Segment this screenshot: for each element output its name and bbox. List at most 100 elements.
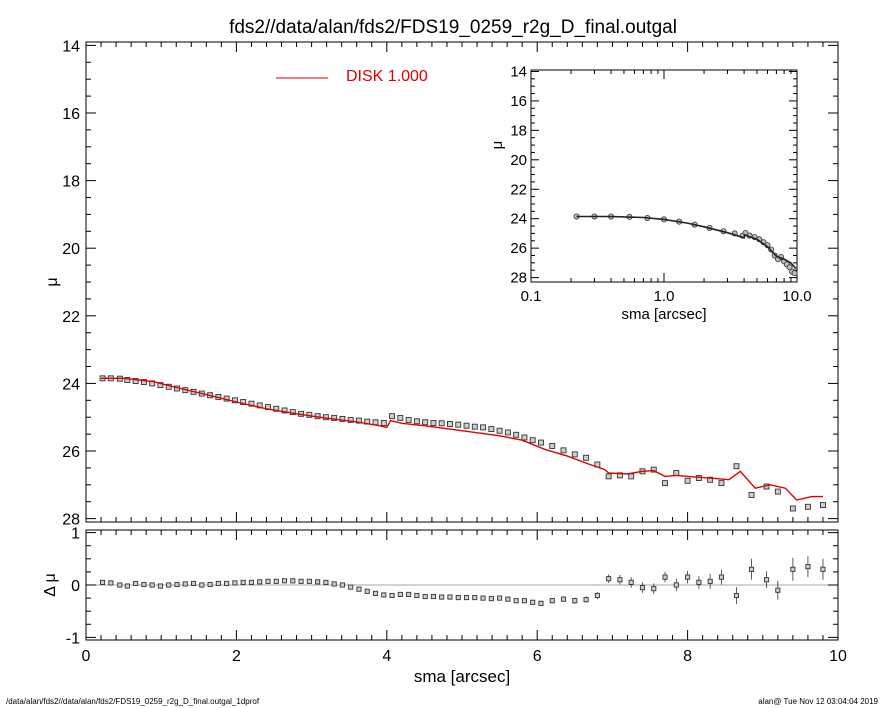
residual-data-point	[617, 577, 623, 583]
residual-data-point	[157, 583, 163, 589]
residual-data-point	[764, 577, 770, 583]
residual-data-point	[397, 591, 403, 597]
main-data-point	[405, 416, 412, 423]
inset-x-tick-label: 0.1	[521, 288, 542, 305]
residual-data-point	[775, 587, 781, 593]
inset-y-tick-label: 16	[510, 93, 527, 110]
residual-data-point	[248, 579, 254, 585]
main-y-tick-label: 26	[62, 444, 80, 461]
main-data-point	[273, 405, 280, 412]
residual-data-point	[820, 566, 826, 572]
residual-data-point	[707, 578, 713, 584]
residual-data-point	[805, 564, 811, 570]
main-data-point	[372, 419, 379, 426]
main-data-point	[774, 488, 781, 495]
main-data-point	[504, 429, 511, 436]
residual-data-point	[141, 581, 147, 588]
main-data-point	[140, 379, 147, 386]
inset-y-tick-label: 18	[510, 122, 527, 139]
main-data-point	[538, 439, 544, 446]
main-data-point	[413, 418, 420, 425]
residual-data-point	[748, 566, 755, 572]
residual-data-point	[497, 595, 503, 601]
main-data-point	[583, 454, 590, 461]
residual-x-axis-label: sma [arcsec]	[414, 667, 510, 686]
inset-y-tick-label: 24	[510, 211, 527, 228]
residual-data-point	[447, 594, 453, 600]
residual-data-point	[166, 582, 172, 588]
inset-x-tick-label: 1.0	[654, 288, 675, 305]
main-y-tick-label: 14	[62, 38, 80, 55]
inset-background	[496, 60, 814, 334]
inset-y-tick-label: 22	[510, 181, 527, 198]
residual-data-point	[594, 592, 600, 599]
residual-data-point	[673, 582, 679, 588]
main-data-point	[281, 407, 288, 414]
residual-data-point	[290, 578, 296, 584]
residual-data-point	[182, 581, 188, 587]
main-data-point	[480, 424, 487, 431]
residual-data-point	[480, 595, 486, 601]
inset-y-axis-label: μ	[489, 141, 506, 150]
main-model-line	[101, 377, 823, 501]
chart-title: fds2//data/alan/fds2/FDS19_0259_r2g_D_fi…	[229, 17, 677, 38]
main-data-point	[628, 473, 635, 480]
main-data-point	[616, 472, 623, 479]
main-y-tick-label: 18	[62, 174, 80, 191]
residual-data-point	[323, 579, 329, 585]
inset-x-tick-label: 10.0	[782, 288, 811, 305]
main-data-point	[804, 503, 811, 510]
main-data-point	[447, 421, 453, 427]
main-data-point	[605, 473, 612, 480]
residual-x-tick-label: 6	[533, 648, 542, 665]
main-data-point	[124, 377, 131, 383]
inset-plot: 0.1 1.0 10.0 14 16 18 20 22 24 26 28 μ sma [arcsec]	[489, 60, 814, 334]
main-data-point	[733, 463, 740, 470]
residual-data-point	[190, 580, 197, 586]
residual-data-point	[733, 592, 740, 599]
residual-x-tick-label: 4	[382, 648, 391, 665]
main-data-point	[157, 382, 164, 389]
residual-data-point	[224, 580, 230, 586]
main-data-point	[248, 400, 255, 407]
residual-x-tick-label: 0	[82, 648, 91, 665]
residual-data-point	[662, 574, 668, 580]
main-data-point	[438, 420, 445, 427]
residual-data-point	[530, 599, 536, 605]
residual-data-point	[430, 593, 436, 600]
residual-data-point	[331, 581, 337, 587]
main-data-point	[488, 426, 495, 432]
residual-data-point	[265, 578, 271, 584]
main-data-point	[339, 415, 346, 422]
main-data-point	[748, 492, 755, 498]
residual-data-point	[696, 579, 702, 585]
residual-data-point	[606, 576, 612, 582]
main-data-point	[331, 414, 338, 421]
residual-y-tick-label: -1	[66, 630, 80, 647]
residual-data-point	[422, 593, 428, 600]
residual-data-point	[513, 598, 519, 604]
main-data-point	[662, 480, 668, 487]
residual-data-point	[628, 579, 634, 585]
residual-data-point	[149, 582, 155, 588]
residual-data-point	[174, 581, 180, 588]
residual-data-point	[240, 579, 246, 585]
residual-data-point	[381, 592, 387, 598]
residual-data-point	[505, 596, 511, 602]
main-data-point	[521, 434, 528, 441]
footer-timestamp: alan@ Tue Nov 12 03:04:04 2019	[758, 697, 878, 706]
residual-data-point	[651, 586, 657, 592]
residual-data-point	[117, 582, 123, 588]
main-data-point	[380, 420, 387, 426]
main-data-point	[132, 378, 139, 384]
residual-data-point	[273, 578, 279, 584]
main-data-point	[529, 437, 536, 444]
residual-data-point	[99, 579, 106, 585]
residual-data-point	[133, 580, 139, 586]
residual-data-point	[298, 578, 304, 584]
main-data-point	[430, 420, 437, 426]
residual-data-point	[572, 598, 578, 604]
residual-data-point	[685, 574, 691, 580]
